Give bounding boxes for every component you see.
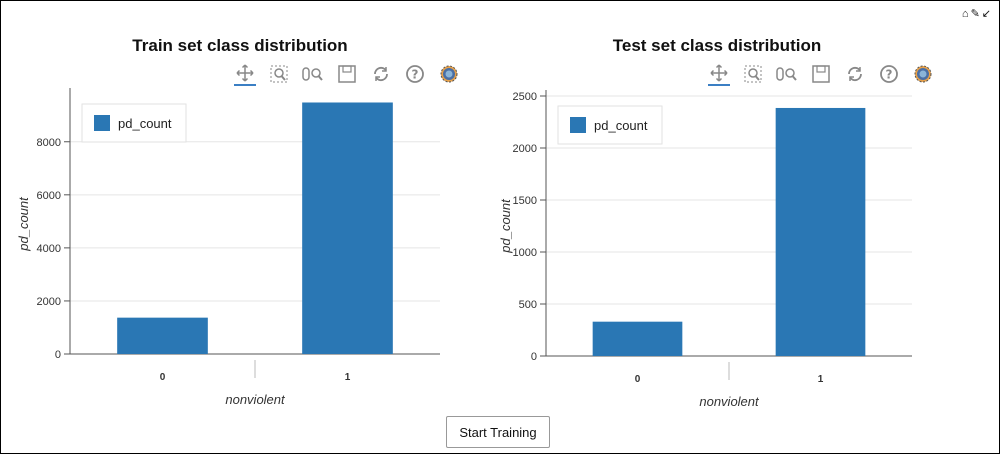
x-axis-label: nonviolent xyxy=(699,394,760,409)
y-axis-label: pd_count xyxy=(16,196,31,252)
chart-title: Train set class distribution xyxy=(132,36,348,55)
svg-text:?: ? xyxy=(886,68,893,82)
wheel-zoom-icon[interactable] xyxy=(302,63,324,85)
help-icon[interactable]: ? xyxy=(404,63,426,85)
chart-toolbar: ? xyxy=(708,62,934,86)
y-tick-label: 2500 xyxy=(513,91,537,103)
y-tick-label: 6000 xyxy=(37,190,61,202)
help-icon[interactable]: ? xyxy=(878,63,900,85)
home-icon[interactable]: ⌂ xyxy=(961,8,969,20)
legend-label: pd_count xyxy=(118,116,172,131)
y-tick-label: 500 xyxy=(519,299,537,311)
test-chart: 0 500 1000 1500 2000 2500 0 1 nonviolent pd_count… xyxy=(498,90,912,409)
x-tick-label: 1 xyxy=(345,372,351,383)
y-tick-label: 0 xyxy=(55,349,61,361)
chart-toolbar: ? xyxy=(234,62,460,86)
svg-text:?: ? xyxy=(412,68,419,82)
y-tick-label: 1500 xyxy=(513,195,537,207)
train-chart-panel: Train set class distribution ? 0 2000 4000… xyxy=(10,0,480,420)
test-chart-panel: Test set class distribution ? 0 500 1000 15… xyxy=(492,0,962,420)
corner-controls: ⌂ ✎ ↙ xyxy=(962,9,991,20)
save-icon[interactable] xyxy=(810,63,832,85)
reset-icon[interactable] xyxy=(370,63,392,85)
bokeh-logo-icon[interactable] xyxy=(912,63,934,85)
x-axis-label: nonviolent xyxy=(225,392,286,407)
reset-icon[interactable] xyxy=(844,63,866,85)
bar xyxy=(302,102,393,354)
pan-icon[interactable] xyxy=(234,62,256,86)
edit-icon[interactable]: ✎ xyxy=(970,8,980,20)
box-zoom-icon[interactable] xyxy=(268,63,290,85)
collapse-icon[interactable]: ↙ xyxy=(981,8,991,20)
legend-swatch xyxy=(94,115,110,131)
pan-icon[interactable] xyxy=(708,62,730,86)
bar xyxy=(117,317,208,354)
train-chart: 0 2000 4000 6000 8000 0 1 nonviolent pd_count pd_… xyxy=(16,88,440,407)
y-tick-label: 1000 xyxy=(513,247,537,259)
bar xyxy=(592,321,683,356)
x-tick-label: 0 xyxy=(635,374,641,385)
bokeh-logo-icon[interactable] xyxy=(438,63,460,85)
save-icon[interactable] xyxy=(336,63,358,85)
wheel-zoom-icon[interactable] xyxy=(776,63,798,85)
y-tick-label: 4000 xyxy=(37,243,61,255)
y-tick-label: 2000 xyxy=(513,143,537,155)
box-zoom-icon[interactable] xyxy=(742,63,764,85)
y-tick-label: 0 xyxy=(531,351,537,363)
y-axis-label: pd_count xyxy=(498,198,513,254)
chart-title: Test set class distribution xyxy=(612,36,822,55)
legend-swatch xyxy=(570,117,586,133)
bar xyxy=(775,107,866,357)
x-tick-label: 1 xyxy=(818,374,824,385)
start-training-button[interactable]: Start Training xyxy=(446,416,550,448)
y-tick-label: 8000 xyxy=(37,137,61,149)
y-tick-label: 2000 xyxy=(37,296,61,308)
x-tick-label: 0 xyxy=(160,372,166,383)
legend-label: pd_count xyxy=(594,118,648,133)
